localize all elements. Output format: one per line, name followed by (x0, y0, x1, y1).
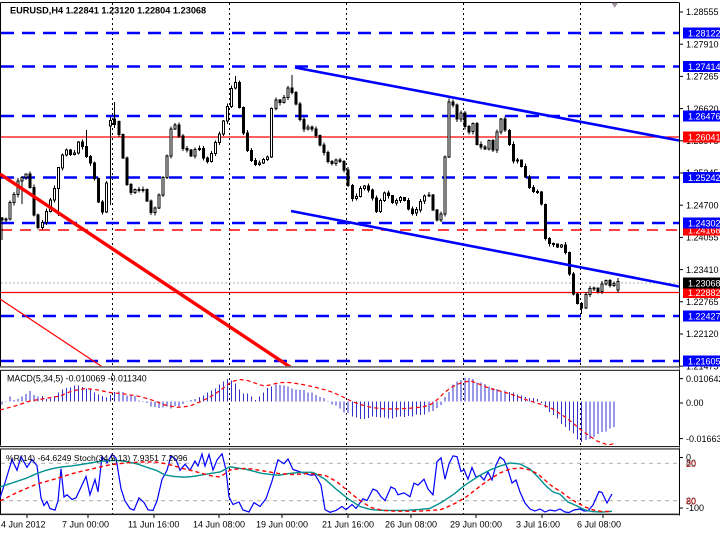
svg-text:1.22882: 1.22882 (688, 288, 720, 298)
svg-text:1.25242: 1.25242 (688, 173, 720, 183)
svg-text:1.22765: 1.22765 (686, 297, 719, 307)
svg-text:1.26041: 1.26041 (688, 133, 720, 143)
svg-text:1.21605: 1.21605 (688, 357, 720, 367)
svg-text:EURUSD,H4 1.22841 1.23120 1.2: EURUSD,H4 1.22841 1.23120 1.22804 1.2306… (10, 6, 206, 16)
svg-text:1.26476: 1.26476 (688, 112, 720, 122)
svg-text:14 Jun 08:00: 14 Jun 08:00 (193, 520, 245, 530)
svg-text:MACD(5,34,5) -0.010069 -0.0113: MACD(5,34,5) -0.010069 -0.011340 (7, 374, 147, 384)
svg-text:%R(14) -64.6249 Stoch(34,5,13: %R(14) -64.6249 Stoch(34,5,13) 7.9351 7.… (6, 453, 188, 463)
svg-text:1.24302: 1.24302 (688, 219, 720, 229)
svg-text:1.24700: 1.24700 (686, 200, 719, 210)
svg-text:1.23068: 1.23068 (688, 279, 720, 289)
svg-text:80: 80 (686, 497, 696, 507)
svg-text:20: 20 (686, 459, 696, 469)
svg-text:0.010642: 0.010642 (686, 374, 720, 384)
svg-text:1.27414: 1.27414 (688, 62, 720, 72)
svg-text:1.28555: 1.28555 (686, 7, 719, 17)
svg-text:1.22427: 1.22427 (688, 312, 720, 322)
svg-text:29 Jun 00:00: 29 Jun 00:00 (450, 520, 502, 530)
svg-text:6 Jul 08:00: 6 Jul 08:00 (577, 520, 621, 530)
svg-text:1.24055: 1.24055 (686, 233, 719, 243)
svg-text:20: 20 (686, 496, 696, 506)
svg-text:21 Jun 16:00: 21 Jun 16:00 (322, 520, 374, 530)
svg-text:1.27265: 1.27265 (686, 72, 719, 82)
svg-text:4 Jun 2012: 4 Jun 2012 (1, 520, 46, 530)
svg-text:26 Jun 08:00: 26 Jun 08:00 (385, 520, 437, 530)
svg-text:1.22120: 1.22120 (686, 329, 719, 339)
svg-text:-0.016639: -0.016639 (686, 434, 720, 444)
svg-text:3 Jul 16:00: 3 Jul 16:00 (516, 520, 560, 530)
svg-text:1.28122: 1.28122 (688, 29, 720, 39)
svg-text:1.27910: 1.27910 (686, 39, 719, 49)
svg-text:0: 0 (686, 453, 691, 463)
svg-text:7 Jun 00:00: 7 Jun 00:00 (62, 520, 109, 530)
svg-text:-100: -100 (686, 503, 704, 513)
svg-text:80: 80 (686, 458, 696, 468)
svg-text:1.26620: 1.26620 (686, 104, 719, 114)
svg-text:19 Jun 00:00: 19 Jun 00:00 (256, 520, 308, 530)
svg-text:1.23410: 1.23410 (686, 265, 719, 275)
svg-text:0.00: 0.00 (686, 398, 704, 408)
svg-text:1.24168: 1.24168 (688, 226, 720, 236)
svg-text:11 Jun 16:00: 11 Jun 16:00 (128, 520, 179, 530)
